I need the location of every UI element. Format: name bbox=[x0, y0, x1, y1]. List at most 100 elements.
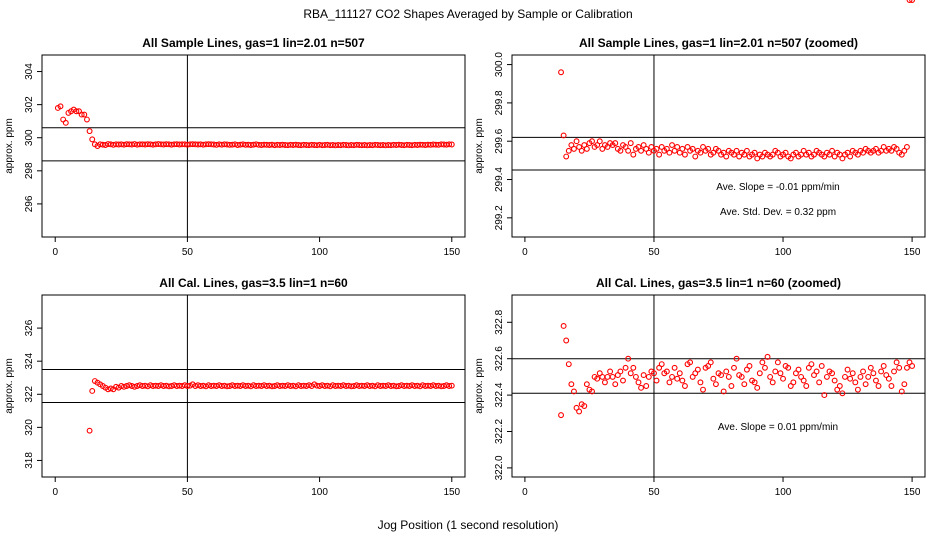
plot-frame bbox=[41, 54, 466, 238]
data-point bbox=[62, 119, 69, 126]
data-point bbox=[681, 151, 688, 158]
data-point bbox=[86, 128, 93, 135]
data-point bbox=[762, 364, 768, 371]
data-point bbox=[224, 383, 231, 390]
data-point bbox=[811, 151, 817, 158]
y-axis-label: approx. ppm bbox=[4, 118, 15, 174]
data-point bbox=[769, 151, 776, 158]
data-point bbox=[790, 379, 797, 386]
data-point bbox=[612, 140, 619, 147]
y-tick-label: 300 bbox=[24, 129, 35, 146]
plot-frame bbox=[511, 54, 926, 238]
y-tick-label: 318 bbox=[24, 452, 35, 469]
data-point bbox=[558, 69, 564, 76]
panel-2: All Sample Lines, gas=1 lin=2.01 n=507 (… bbox=[474, 0, 926, 258]
data-point bbox=[630, 151, 637, 158]
data-point bbox=[898, 388, 905, 395]
panel-3: All Cal. Lines, gas=3.5 lin=1 n=60 approx… bbox=[4, 276, 466, 498]
data-point bbox=[563, 153, 570, 160]
data-point bbox=[560, 322, 567, 329]
data-point bbox=[909, 363, 916, 369]
data-point bbox=[839, 390, 846, 397]
data-point bbox=[446, 141, 453, 148]
x-tick-label: 150 bbox=[443, 247, 460, 258]
data-point bbox=[666, 149, 673, 156]
data-point bbox=[645, 373, 652, 380]
data-point bbox=[269, 383, 275, 390]
data-point bbox=[813, 368, 820, 375]
y-tick-label: 299.2 bbox=[494, 205, 505, 230]
data-point bbox=[818, 363, 825, 369]
data-point bbox=[826, 151, 833, 158]
data-point bbox=[725, 373, 732, 380]
data-point bbox=[865, 373, 872, 380]
data-point bbox=[901, 381, 908, 388]
data-point bbox=[684, 144, 691, 150]
data-point bbox=[839, 155, 846, 162]
data-point bbox=[635, 379, 642, 386]
data-point bbox=[720, 388, 727, 395]
data-point bbox=[769, 379, 776, 386]
x-tick-label: 0 bbox=[522, 487, 528, 498]
data-point bbox=[808, 361, 815, 368]
data-point bbox=[599, 145, 606, 152]
data-point bbox=[438, 383, 445, 390]
data-point bbox=[131, 383, 138, 390]
data-point bbox=[622, 364, 629, 371]
data-point bbox=[666, 379, 673, 386]
data-point bbox=[679, 145, 686, 152]
data-point bbox=[741, 151, 748, 158]
data-point bbox=[625, 147, 632, 154]
data-point bbox=[888, 147, 895, 154]
data-point bbox=[759, 359, 766, 366]
data-point bbox=[854, 386, 861, 393]
plot-frame bbox=[511, 294, 926, 478]
x-tick-label: 150 bbox=[443, 487, 460, 498]
data-point bbox=[718, 372, 725, 379]
data-point bbox=[576, 408, 583, 415]
data-point bbox=[581, 403, 588, 409]
data-point bbox=[583, 381, 590, 388]
data-point bbox=[795, 366, 802, 373]
data-point bbox=[247, 142, 254, 148]
y-tick-label: 299.4 bbox=[494, 167, 505, 192]
data-point bbox=[165, 383, 172, 390]
y-tick-label: 299.8 bbox=[494, 90, 505, 115]
data-point bbox=[640, 142, 647, 148]
panel-title: All Cal. Lines, gas=3.5 lin=1 n=60 (zoom… bbox=[596, 276, 841, 290]
data-point bbox=[679, 377, 686, 384]
data-point bbox=[658, 144, 665, 150]
data-point bbox=[710, 149, 717, 156]
data-point bbox=[113, 383, 119, 390]
y-tick-label: 322.4 bbox=[494, 382, 505, 407]
data-point bbox=[847, 375, 854, 382]
data-points bbox=[558, 0, 916, 162]
data-point bbox=[627, 370, 634, 377]
data-points bbox=[558, 322, 916, 419]
data-point bbox=[635, 144, 642, 150]
data-point bbox=[888, 383, 895, 389]
data-point bbox=[731, 151, 737, 158]
y-axis-label: approx. ppm bbox=[474, 358, 485, 414]
data-point bbox=[893, 145, 900, 152]
data-point bbox=[836, 383, 843, 389]
data-point bbox=[102, 142, 109, 148]
data-points bbox=[86, 378, 455, 434]
data-point bbox=[870, 370, 877, 377]
data-point bbox=[620, 377, 626, 384]
data-point bbox=[448, 382, 455, 389]
data-point bbox=[844, 149, 851, 156]
data-point bbox=[630, 364, 637, 371]
data-point bbox=[733, 355, 740, 362]
data-point bbox=[891, 368, 897, 375]
data-point bbox=[689, 145, 696, 152]
data-point bbox=[648, 144, 655, 150]
data-point bbox=[862, 381, 869, 388]
data-point bbox=[800, 377, 807, 384]
data-point bbox=[671, 364, 678, 371]
data-point bbox=[756, 370, 763, 377]
x-tick-label: 50 bbox=[648, 247, 660, 258]
data-point bbox=[854, 151, 861, 158]
x-tick-label: 150 bbox=[904, 487, 921, 498]
data-point bbox=[792, 149, 799, 156]
